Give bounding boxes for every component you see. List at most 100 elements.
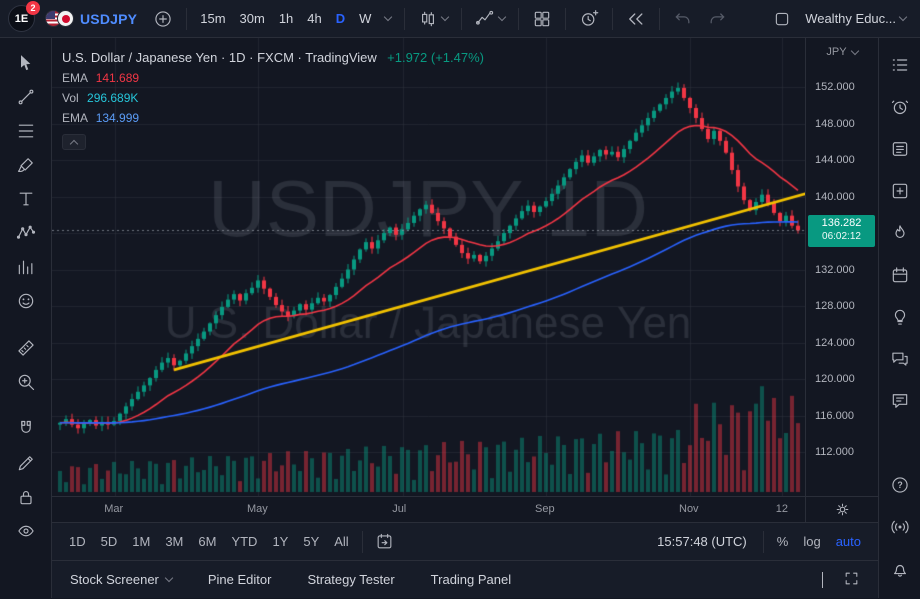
indicator-label: EMA — [62, 111, 88, 125]
bar-replay-button[interactable] — [620, 5, 652, 33]
watchlist-icon[interactable] — [882, 45, 918, 85]
footer-pine-editor[interactable]: Pine Editor — [208, 572, 272, 587]
save-layout-button[interactable] — [767, 6, 797, 32]
price-label: 112.000 — [815, 446, 854, 458]
range-5y[interactable]: 5Y — [296, 530, 326, 553]
settings-gear-icon — [836, 503, 848, 516]
undo-icon — [676, 12, 690, 23]
percent-scale-button[interactable]: % — [770, 530, 796, 553]
utc-clock[interactable]: 15:57:48 (UTC) — [657, 534, 747, 549]
range-3m[interactable]: 3M — [158, 530, 190, 553]
divider — [518, 7, 520, 30]
price-change: +1.972 (+1.47%) — [387, 50, 484, 65]
news-icon[interactable] — [882, 129, 918, 169]
footer-trading-panel[interactable]: Trading Panel — [431, 572, 511, 587]
create-alert-button[interactable] — [573, 5, 605, 33]
range-1d[interactable]: 1D — [62, 530, 93, 553]
cursor-icon[interactable] — [8, 47, 44, 79]
divider — [612, 7, 614, 30]
alerts-icon[interactable] — [882, 87, 918, 127]
indicator-value: 134.999 — [95, 111, 140, 125]
panel-maximize-button[interactable] — [843, 570, 860, 590]
redo-button[interactable] — [701, 5, 733, 33]
brush-icon[interactable] — [8, 149, 44, 181]
indicator-row-ema-slow[interactable]: EMA 134.999 — [62, 111, 484, 125]
range-1y[interactable]: 1Y — [265, 530, 295, 553]
magnet-icon[interactable] — [8, 413, 44, 445]
price-label: 124.000 — [815, 336, 855, 349]
legend-title-row: U.S. Dollar / Japanese Yen · 1D · FXCM ·… — [62, 50, 484, 65]
chevron-down-icon — [850, 46, 859, 55]
time-label: May — [247, 503, 268, 515]
footer-item-label: Stock Screener — [70, 572, 159, 587]
site-logo[interactable]: 1E 2 — [8, 1, 40, 32]
chart-settings-button[interactable] — [832, 499, 853, 520]
interval-menu-button[interactable] — [379, 12, 397, 24]
draw-icon[interactable] — [8, 447, 44, 479]
range-all[interactable]: All — [327, 530, 355, 553]
indicators-button[interactable] — [469, 5, 511, 33]
symbol-description[interactable]: U.S. Dollar / Japanese Yen · 1D · FXCM ·… — [62, 50, 377, 65]
undo-button[interactable] — [667, 5, 699, 33]
panel-open-button[interactable] — [822, 572, 823, 588]
divider — [461, 7, 463, 30]
notifications-icon[interactable] — [882, 549, 918, 589]
log-scale-button[interactable]: log — [796, 530, 827, 553]
axis-corner — [805, 497, 878, 522]
notification-badge: 2 — [26, 1, 40, 15]
drawing-toolbar — [0, 38, 52, 598]
hotlists-icon[interactable] — [882, 213, 918, 253]
compare-add-button[interactable] — [147, 5, 179, 33]
timeframe-1w[interactable]: W — [353, 7, 377, 30]
ideas-icon[interactable] — [882, 297, 918, 337]
timeframe-1d[interactable]: D — [330, 7, 351, 30]
conversations-icon[interactable] — [882, 381, 918, 421]
zoom-in-icon[interactable] — [8, 366, 44, 398]
fib-retracement-icon[interactable] — [8, 115, 44, 147]
text-icon[interactable] — [8, 183, 44, 215]
timeframe-4h[interactable]: 4h — [301, 7, 327, 30]
price-chart-canvas[interactable] — [52, 38, 805, 496]
price-axis[interactable]: JPY 136.282 06:02:12 152.000 148.000 144.0… — [805, 38, 878, 496]
help-qa-icon[interactable]: ? — [882, 465, 918, 505]
layout-menu-button[interactable]: Wealthy Educ... — [799, 7, 912, 30]
legend-collapse-button[interactable] — [62, 134, 86, 150]
currency-selector[interactable]: JPY — [806, 46, 878, 58]
layout-grid-button[interactable] — [526, 5, 558, 33]
chart-style-button[interactable] — [412, 5, 454, 33]
measure-icon[interactable] — [8, 332, 44, 364]
footer-stock-screener[interactable]: Stock Screener — [70, 572, 174, 587]
footer-item-label: Trading Panel — [430, 572, 512, 587]
hide-all-icon[interactable] — [8, 515, 44, 547]
forecast-icon[interactable] — [8, 251, 44, 283]
symbol-button[interactable]: USDJPY — [37, 6, 145, 31]
calendar-icon[interactable] — [882, 255, 918, 295]
range-6m[interactable]: 6M — [191, 530, 223, 553]
divider — [565, 7, 567, 30]
trend-line-icon[interactable] — [8, 81, 44, 113]
timeframe-1h[interactable]: 1h — [273, 7, 299, 30]
chats-icon[interactable] — [882, 339, 918, 379]
range-5d[interactable]: 5D — [94, 530, 125, 553]
lock-all-icon[interactable] — [8, 481, 44, 513]
candles-style-icon — [422, 11, 435, 26]
divider — [762, 530, 764, 553]
footer-strategy-tester[interactable]: Strategy Tester — [307, 572, 394, 587]
right-sidebar: ? — [878, 38, 920, 598]
timeframe-30m[interactable]: 30m — [234, 7, 271, 30]
goto-date-button[interactable] — [369, 528, 400, 555]
auto-scale-button[interactable]: auto — [829, 530, 868, 553]
emoji-icon[interactable] — [8, 285, 44, 317]
xabcd-pattern-icon[interactable] — [8, 217, 44, 249]
data-window-icon[interactable] — [882, 171, 918, 211]
time-axis[interactable]: Mar May Jul Sep Nov 12 — [52, 497, 805, 522]
range-1m[interactable]: 1M — [125, 530, 157, 553]
streams-icon[interactable] — [882, 507, 918, 547]
timeframe-15m[interactable]: 15m — [194, 7, 231, 30]
price-label: 132.000 — [815, 263, 855, 276]
range-ytd[interactable]: YTD — [224, 530, 264, 553]
indicator-row-ema-fast[interactable]: EMA 141.689 — [62, 71, 484, 85]
currency-label: JPY — [826, 46, 847, 58]
time-label: Mar — [104, 503, 124, 515]
indicator-row-volume[interactable]: Vol 296.689K — [62, 91, 484, 105]
